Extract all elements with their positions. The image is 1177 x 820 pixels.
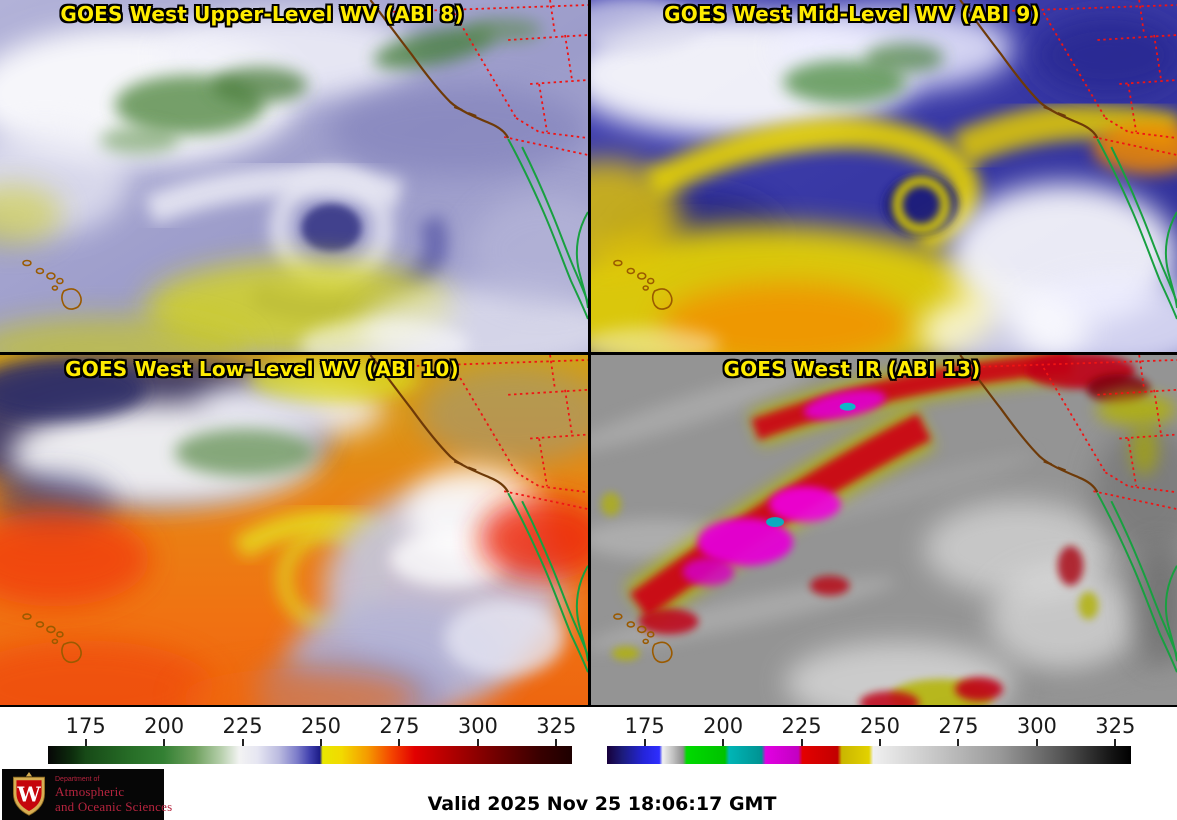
logo-line-2: and Oceanic Sciences [55, 799, 173, 814]
colorbar-tick-label: 200 [703, 714, 744, 738]
colorbar-tick-mark [555, 739, 558, 746]
colorbar-tick-mark [163, 739, 166, 746]
ir-colorbar: 175 200 225 250 275 300 325 [607, 713, 1135, 771]
colorbar-tick-mark [476, 739, 479, 746]
colorbar-tick-mark [957, 739, 960, 746]
panel-low-level-wv: GOES West Low-Level WV (ABI 10) [0, 355, 588, 705]
logo-text: Department of Atmospheric and Oceanic Sc… [51, 776, 172, 813]
panel-ir: GOES West IR (ABI 13) [591, 355, 1177, 705]
panel-title-low-level-wv: GOES West Low-Level WV (ABI 10) [65, 357, 459, 381]
colorbar-tick-mark [722, 739, 725, 746]
colorbar-tick-mark [84, 739, 87, 746]
panel-mid-level-wv: GOES West Mid-Level WV (ABI 9) [591, 0, 1177, 352]
colorbar-tick-label: 250 [859, 714, 901, 738]
logo-department-line: Department of [55, 776, 100, 783]
colorbar-tick-label: 275 [379, 714, 420, 738]
colorbar-tick-label: 250 [300, 714, 342, 738]
panel-title-ir: GOES West IR (ABI 13) [723, 357, 981, 381]
mid-level-wv-imagery [591, 0, 1177, 352]
panel-title-upper-level-wv: GOES West Upper-Level WV (ABI 8) [60, 2, 464, 26]
colorbar-tick-label: 225 [222, 714, 263, 738]
colorbar-tick-mark [1035, 739, 1038, 746]
colorbar-tick-mark [1114, 739, 1117, 746]
logo-line-1: Atmospheric [55, 784, 125, 799]
colorbar-tick-label: 225 [781, 714, 822, 738]
panel-title-mid-level-wv: GOES West Mid-Level WV (ABI 9) [664, 2, 1040, 26]
colorbar-tick-label: 275 [938, 714, 979, 738]
colorbar-tick-mark [398, 739, 401, 746]
uw-crest-icon: W [12, 772, 46, 816]
colorbar-tick-mark [879, 739, 881, 746]
crest-letter: W [16, 782, 41, 806]
colorbar-tick-label: 200 [144, 714, 185, 738]
colorbar-tick-mark [643, 739, 646, 746]
colorbar-tick-label: 175 [65, 714, 106, 738]
colorbar-tick-label: 325 [536, 714, 577, 738]
upper-level-wv-imagery [0, 0, 588, 352]
wv-colorbar-gradient [48, 746, 572, 764]
colorbar-tick-mark [320, 739, 322, 746]
colorbar-tick-label: 325 [1095, 714, 1136, 738]
colorbar-tick-label: 300 [1016, 714, 1057, 738]
colorbar-tick-mark [800, 739, 803, 746]
ir-imagery [591, 355, 1177, 705]
panel-upper-level-wv: GOES West Upper-Level WV (ABI 8) [0, 0, 588, 352]
panel-grid: GOES West Upper-Level WV (ABI 8) [0, 0, 1177, 707]
wv-colorbar: 175 200 225 250 275 300 325 [48, 713, 576, 771]
wv-colorbar-ticks: 175 200 225 250 275 300 325 [48, 713, 576, 746]
uw-aos-logo: W Department of Atmospheric and Oceanic … [2, 769, 172, 820]
ir-colorbar-ticks: 175 200 225 250 275 300 325 [607, 713, 1135, 746]
ir-colorbar-gradient [607, 746, 1131, 764]
colorbar-tick-label: 175 [624, 714, 665, 738]
footer: 175 200 225 250 275 300 325 175 200 225 250 275 300… [0, 707, 1177, 820]
valid-timestamp: Valid 2025 Nov 25 18:06:17 GMT [427, 793, 777, 815]
low-level-wv-imagery [0, 355, 588, 705]
colorbar-tick-label: 300 [457, 714, 498, 738]
colorbar-tick-mark [241, 739, 244, 746]
